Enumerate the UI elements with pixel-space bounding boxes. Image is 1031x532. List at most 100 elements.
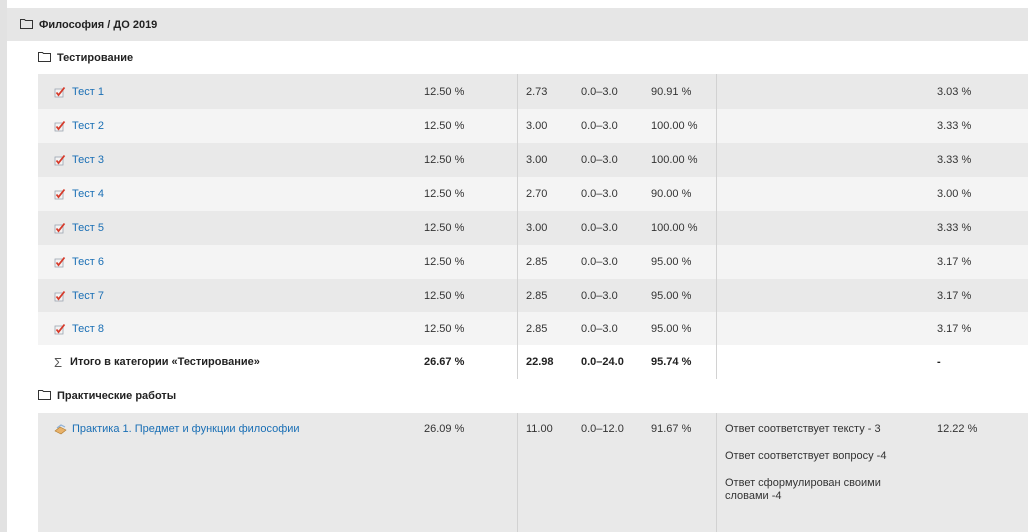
weight-cell: 12.50 % bbox=[424, 256, 465, 268]
grade-item-name-cell: Тест 6 bbox=[54, 245, 414, 279]
table-row: Тест 8 12.50 % 2.85 0.0–3.0 95.00 % 3.17 % bbox=[38, 312, 1028, 345]
range-cell: 0.0–12.0 bbox=[581, 423, 624, 435]
percentage-cell: 100.00 % bbox=[651, 222, 698, 234]
feedback-cell: Ответ соответствует тексту - 3 Ответ соот… bbox=[716, 413, 926, 532]
contribution-cell: 3.33 % bbox=[937, 222, 972, 234]
grade-cell: 2.85 bbox=[517, 312, 577, 345]
grade-item-link[interactable]: Тест 6 bbox=[72, 256, 104, 268]
assignment-icon bbox=[54, 423, 67, 435]
left-rail bbox=[0, 0, 7, 532]
subcategory-header-testing: Тестирование bbox=[30, 41, 1028, 74]
contribution-cell: 3.17 % bbox=[937, 289, 972, 302]
contribution-cell: 3.33 % bbox=[937, 154, 972, 166]
quiz-icon bbox=[54, 256, 66, 268]
contribution-cell: 12.22 % bbox=[937, 423, 978, 435]
grade-cell: 3.00 bbox=[517, 109, 577, 143]
feedback-cell bbox=[716, 345, 926, 379]
grade-item-name-cell: Практика 1. Предмет и функции философии bbox=[54, 413, 414, 532]
table-row: Тест 6 12.50 % 2.85 0.0–3.0 95.00 % 3.17 % bbox=[38, 245, 1028, 279]
grade-item-link[interactable]: Практика 1. Предмет и функции философии bbox=[72, 423, 300, 435]
table-row: Тест 2 12.50 % 3.00 0.0–3.0 100.00 % 3.33 % bbox=[38, 109, 1028, 143]
quiz-icon bbox=[54, 290, 66, 302]
feedback-cell bbox=[716, 211, 926, 245]
range-cell: 0.0–3.0 bbox=[581, 85, 618, 98]
table-row: Тест 1 12.50 % 2.73 0.0–3.0 90.91 % 3.03 % bbox=[38, 74, 1028, 109]
weight-cell: 12.50 % bbox=[424, 322, 465, 335]
grade-item-name-cell: Тест 3 bbox=[54, 143, 414, 177]
grade-cell: 2.73 bbox=[517, 74, 577, 109]
sum-icon: Σ bbox=[54, 354, 63, 370]
contribution-cell: - bbox=[937, 356, 941, 368]
weight-cell: 12.50 % bbox=[424, 85, 465, 98]
subcategory-title: Тестирование bbox=[57, 51, 134, 64]
contribution-cell: 3.00 % bbox=[937, 188, 972, 200]
grade-item-name-cell: Тест 7 bbox=[54, 279, 414, 312]
grade-item-name-cell: Тест 4 bbox=[54, 177, 414, 211]
grade-item-link[interactable]: Тест 1 bbox=[72, 85, 104, 98]
feedback-cell bbox=[716, 74, 926, 109]
grade-cell: 11.00 bbox=[517, 413, 577, 532]
weight-cell: 26.09 % bbox=[424, 423, 465, 435]
grade-item-link[interactable]: Тест 8 bbox=[72, 322, 104, 335]
category-header: Философия / ДО 2019 bbox=[7, 8, 1028, 41]
percentage-cell: 100.00 % bbox=[651, 120, 698, 132]
table-row: Практика 1. Предмет и функции философии 2… bbox=[38, 413, 1028, 532]
contribution-cell: 3.17 % bbox=[937, 256, 972, 268]
feedback-line: Ответ соответствует вопросу -4 bbox=[725, 450, 887, 462]
grade-item-name-cell: Тест 2 bbox=[54, 109, 414, 143]
quiz-icon bbox=[54, 120, 66, 132]
range-cell: 0.0–3.0 bbox=[581, 322, 618, 335]
grade-cell: 2.70 bbox=[517, 177, 577, 211]
quiz-icon bbox=[54, 222, 66, 234]
table-row: Тест 7 12.50 % 2.85 0.0–3.0 95.00 % 3.17 % bbox=[38, 279, 1028, 312]
range-cell: 0.0–3.0 bbox=[581, 256, 618, 268]
percentage-cell: 95.00 % bbox=[651, 289, 692, 302]
table-row: Тест 3 12.50 % 3.00 0.0–3.0 100.00 % 3.33 % bbox=[38, 143, 1028, 177]
grade-item-name-cell: Тест 1 bbox=[54, 74, 414, 109]
folder-icon bbox=[38, 51, 51, 65]
grade-item-link[interactable]: Тест 3 bbox=[72, 154, 104, 166]
percentage-cell: 100.00 % bbox=[651, 154, 698, 166]
feedback-cell bbox=[716, 177, 926, 211]
table-row: Тест 5 12.50 % 3.00 0.0–3.0 100.00 % 3.33 % bbox=[38, 211, 1028, 245]
folder-icon bbox=[20, 18, 33, 32]
grade-item-name-cell: Σ Итого в категории «Тестирование» bbox=[54, 345, 414, 379]
grade-cell: 2.85 bbox=[517, 245, 577, 279]
feedback-cell bbox=[716, 312, 926, 345]
range-cell: 0.0–3.0 bbox=[581, 222, 618, 234]
weight-cell: 12.50 % bbox=[424, 154, 465, 166]
grade-cell: 3.00 bbox=[517, 211, 577, 245]
weight-cell: 12.50 % bbox=[424, 188, 465, 200]
range-cell: 0.0–3.0 bbox=[581, 188, 618, 200]
grade-item-name-cell: Тест 5 bbox=[54, 211, 414, 245]
grade-cell: 3.00 bbox=[517, 143, 577, 177]
quiz-icon bbox=[54, 86, 66, 98]
range-cell: 0.0–3.0 bbox=[581, 154, 618, 166]
contribution-cell: 3.33 % bbox=[937, 120, 972, 132]
sub-rail bbox=[30, 41, 38, 532]
percentage-cell: 95.74 % bbox=[651, 356, 692, 368]
feedback-cell bbox=[716, 245, 926, 279]
folder-icon bbox=[38, 389, 51, 403]
percentage-cell: 95.00 % bbox=[651, 256, 692, 268]
grade-cell: 22.98 bbox=[517, 345, 577, 379]
table-row: Σ Итого в категории «Тестирование» 26.67 %… bbox=[38, 345, 1028, 379]
grade-item-link[interactable]: Тест 5 bbox=[72, 222, 104, 234]
weight-cell: 12.50 % bbox=[424, 120, 465, 132]
percentage-cell: 95.00 % bbox=[651, 322, 692, 335]
category-total-label: Итого в категории «Тестирование» bbox=[70, 356, 260, 368]
range-cell: 0.0–24.0 bbox=[581, 356, 624, 368]
quiz-icon bbox=[54, 188, 66, 200]
feedback-cell bbox=[716, 279, 926, 312]
grade-item-name-cell: Тест 8 bbox=[54, 312, 414, 345]
grade-item-link[interactable]: Тест 7 bbox=[72, 289, 104, 302]
grade-item-link[interactable]: Тест 4 bbox=[72, 188, 104, 200]
grade-cell: 2.85 bbox=[517, 279, 577, 312]
quiz-icon bbox=[54, 323, 66, 335]
table-row: Тест 4 12.50 % 2.70 0.0–3.0 90.00 % 3.00 % bbox=[38, 177, 1028, 211]
weight-cell: 12.50 % bbox=[424, 222, 465, 234]
feedback-cell bbox=[716, 109, 926, 143]
grade-item-link[interactable]: Тест 2 bbox=[72, 120, 104, 132]
percentage-cell: 90.00 % bbox=[651, 188, 692, 200]
feedback-line: Ответ сформулирован своими словами -4 bbox=[725, 477, 881, 502]
